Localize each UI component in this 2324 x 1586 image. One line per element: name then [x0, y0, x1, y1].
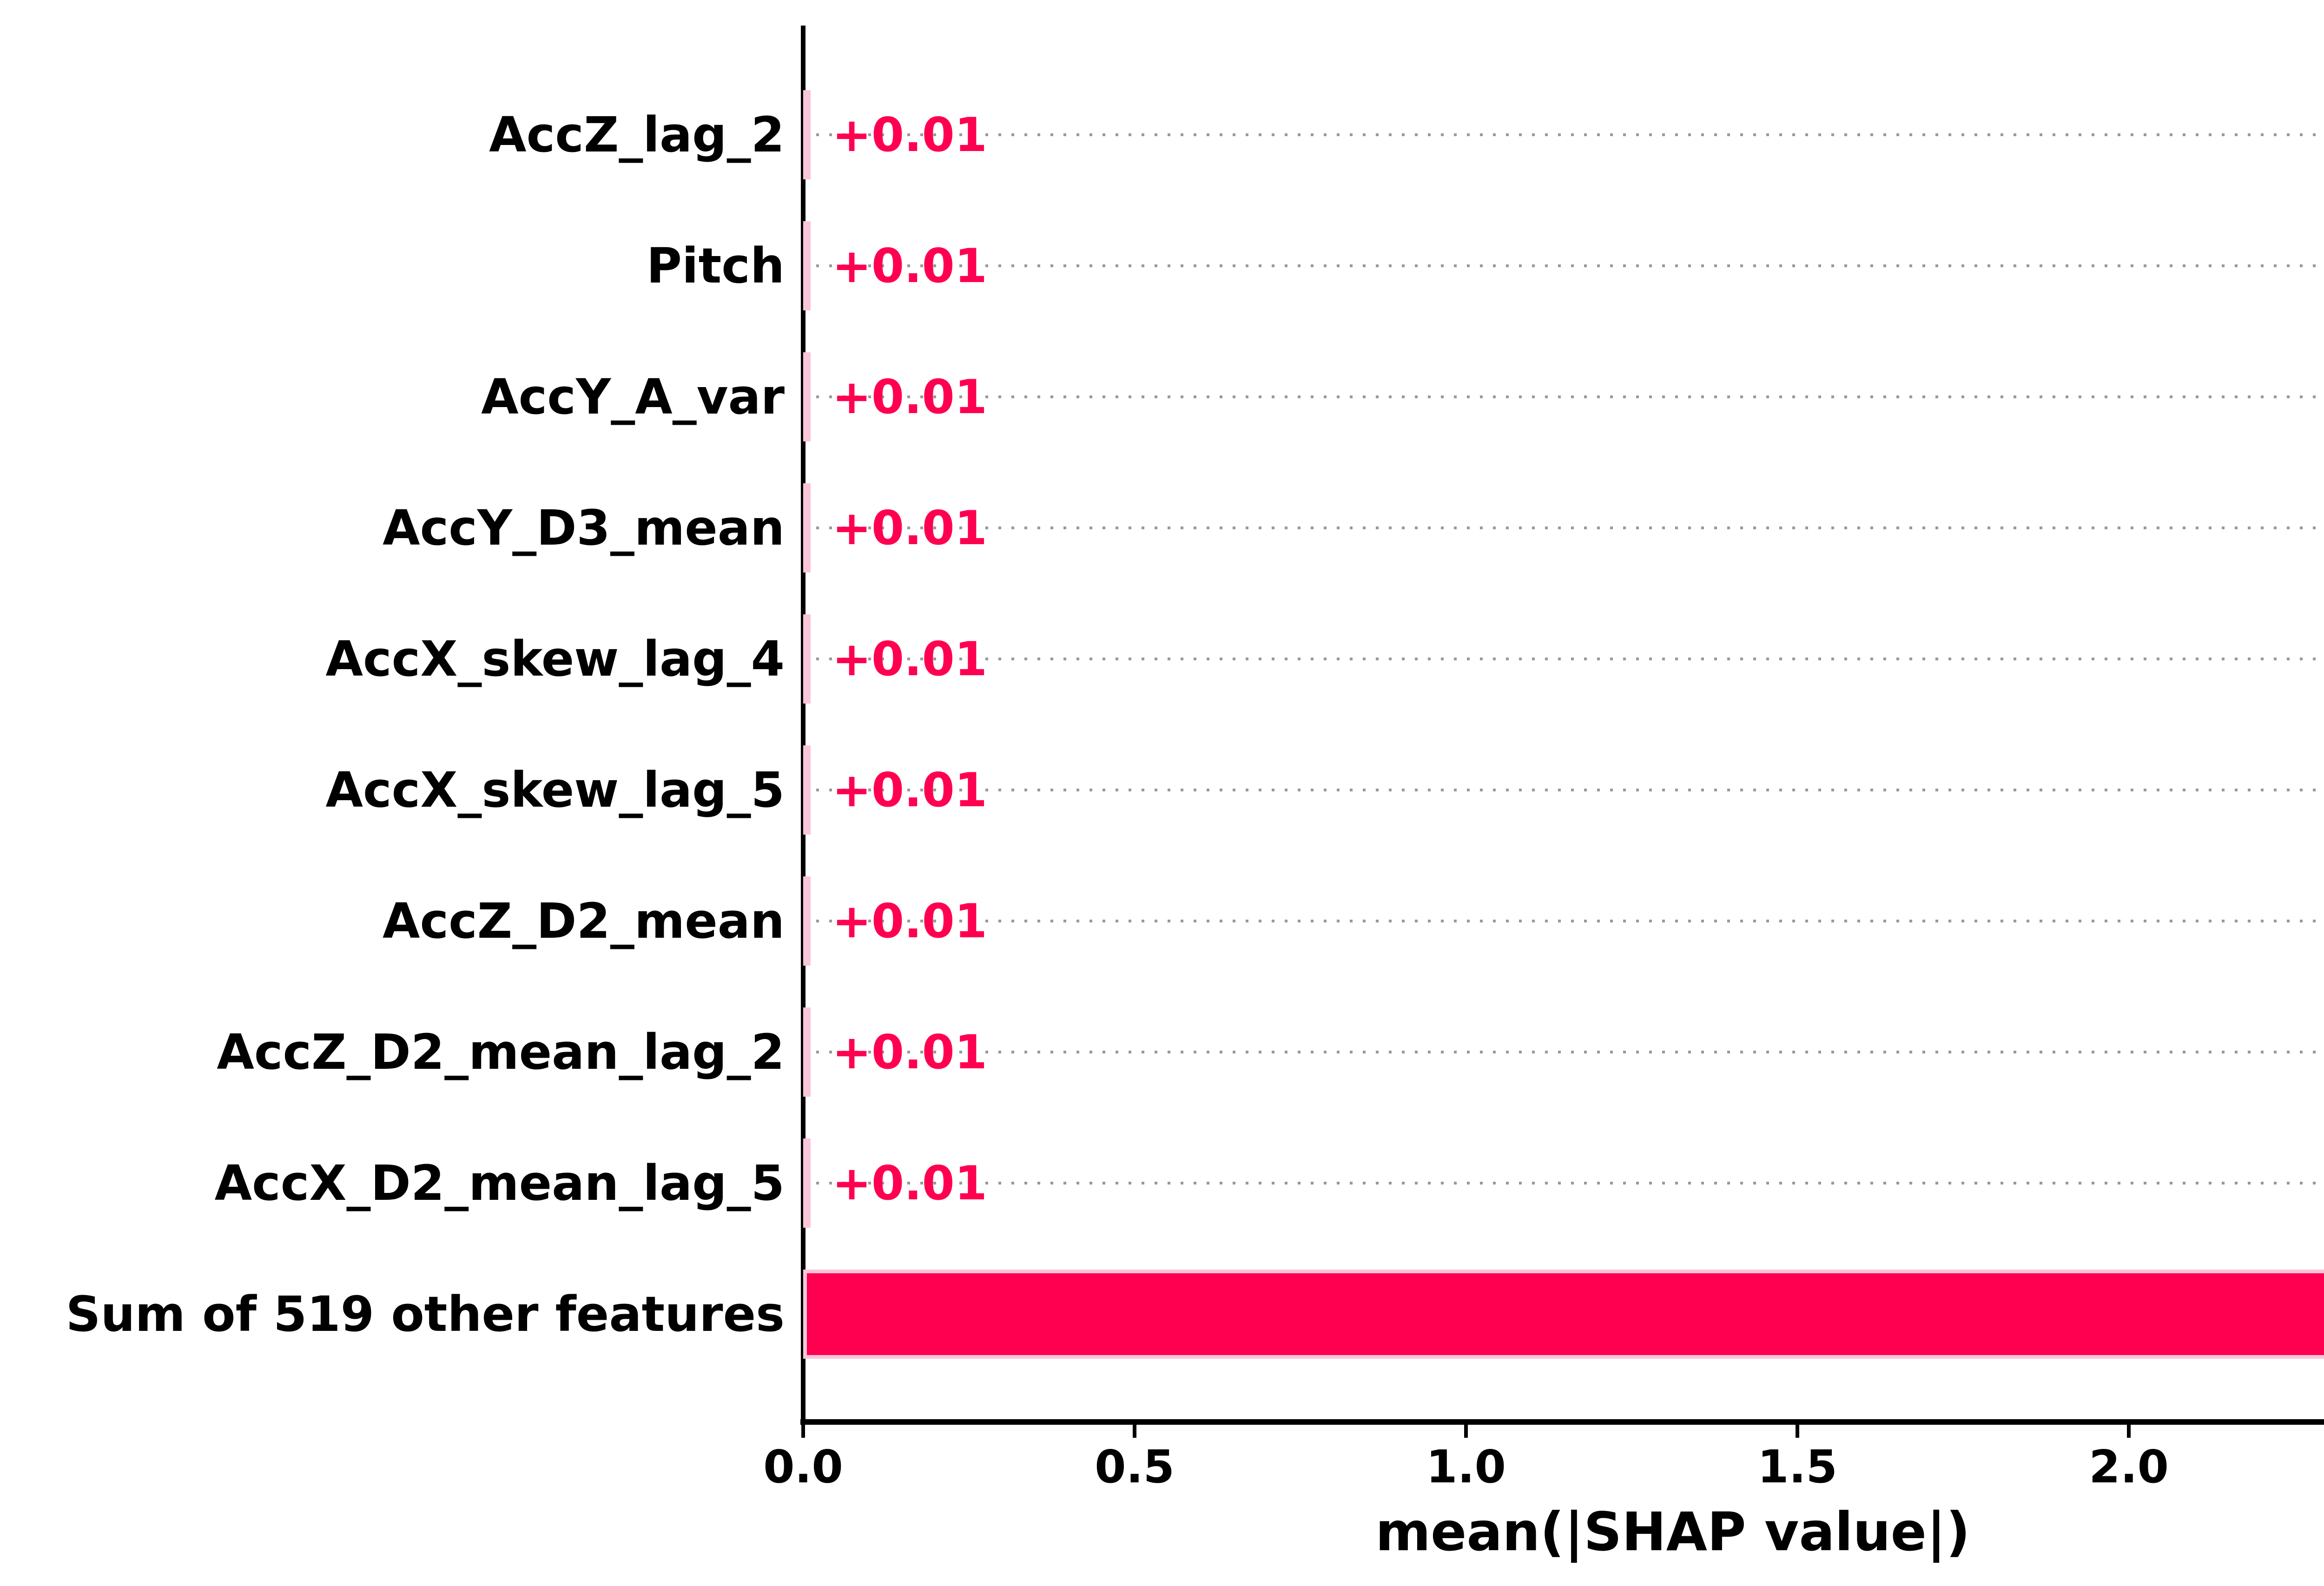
- shap-bar: [803, 745, 811, 835]
- row-gridline: [803, 1051, 2324, 1053]
- shap-bar: [803, 221, 811, 310]
- plot-area: mean(|SHAP value|) AccZ_lag_2 +0.01 Pitc…: [66, 26, 2324, 1563]
- feature-row: AccX_D2_mean_lag_5 +0.01: [215, 1118, 2324, 1249]
- feature-label: AccZ_lag_2: [489, 106, 785, 163]
- row-gridline: [803, 526, 2324, 529]
- bar-value-label: +0.01: [832, 238, 988, 293]
- feature-label: AccX_skew_lag_4: [325, 631, 785, 687]
- shap-bar: [803, 876, 811, 966]
- shap-bar: [803, 1138, 811, 1228]
- row-gridline: [803, 395, 2324, 398]
- feature-label: AccX_D2_mean_lag_5: [214, 1155, 785, 1211]
- x-tick-mark: [1464, 1425, 1468, 1438]
- x-axis-label: mean(|SHAP value|): [1375, 1501, 1970, 1563]
- shap-bar: [803, 614, 811, 704]
- x-tick-mark: [801, 1425, 805, 1438]
- feature-row: AccY_D3_mean +0.01: [383, 462, 2324, 593]
- row-gridline: [803, 133, 2324, 136]
- bar-value-label: +0.01: [832, 1025, 988, 1079]
- feature-row: AccZ_lag_2 +0.01: [489, 69, 2324, 200]
- x-tick-label: 1.5: [1757, 1441, 1838, 1493]
- x-axis-spine: [800, 1419, 2324, 1425]
- shap-bar: [803, 483, 811, 573]
- feature-label: AccY_D3_mean: [383, 500, 785, 556]
- bar-value-label: +0.01: [832, 1156, 988, 1211]
- x-tick-label: 1.0: [1426, 1441, 1506, 1493]
- feature-row: AccZ_D2_mean_lag_2 +0.01: [217, 987, 2324, 1118]
- feature-row: AccX_skew_lag_4 +0.01: [326, 593, 2324, 724]
- bar-value-label: +0.01: [832, 107, 988, 162]
- feature-label: Sum of 519 other features: [66, 1286, 785, 1343]
- bar-value-label: +0.01: [832, 894, 988, 948]
- row-gridline: [803, 920, 2324, 922]
- feature-row: Sum of 519 other features +2.4: [66, 1249, 2324, 1380]
- feature-label: AccY_A_var: [481, 369, 785, 425]
- x-tick-mark: [1796, 1425, 1800, 1438]
- feature-label: Pitch: [646, 237, 785, 294]
- shap-bar: [803, 1007, 811, 1097]
- feature-row: AccZ_D2_mean +0.01: [383, 856, 2324, 987]
- feature-label: AccZ_D2_mean: [382, 893, 785, 949]
- y-axis-spine: [801, 26, 805, 1422]
- row-gridline: [803, 264, 2324, 267]
- bar-value-label: +0.01: [832, 369, 988, 424]
- row-gridline: [803, 789, 2324, 791]
- shap-bar: [803, 352, 811, 441]
- x-tick-mark: [1133, 1425, 1137, 1438]
- bar-value-label: +0.01: [832, 500, 988, 555]
- shap-bar: [803, 1270, 2324, 1359]
- feature-label: AccX_skew_lag_5: [325, 762, 785, 818]
- row-gridline: [803, 658, 2324, 660]
- x-tick-mark: [2127, 1425, 2131, 1438]
- row-gridline: [803, 1182, 2324, 1185]
- feature-row: AccX_skew_lag_5 +0.01: [326, 724, 2324, 856]
- shap-bar: [803, 90, 811, 179]
- bar-value-label: +0.01: [832, 763, 988, 817]
- x-tick-label: 2.0: [2089, 1441, 2169, 1493]
- feature-row: Pitch +0.01: [647, 200, 2324, 331]
- x-tick-label: 0.5: [1095, 1441, 1175, 1493]
- x-tick-label: 0.0: [763, 1441, 843, 1493]
- feature-row: AccY_A_var +0.01: [481, 331, 2324, 462]
- feature-label: AccZ_D2_mean_lag_2: [217, 1024, 785, 1080]
- bar-value-label: +0.01: [832, 632, 988, 686]
